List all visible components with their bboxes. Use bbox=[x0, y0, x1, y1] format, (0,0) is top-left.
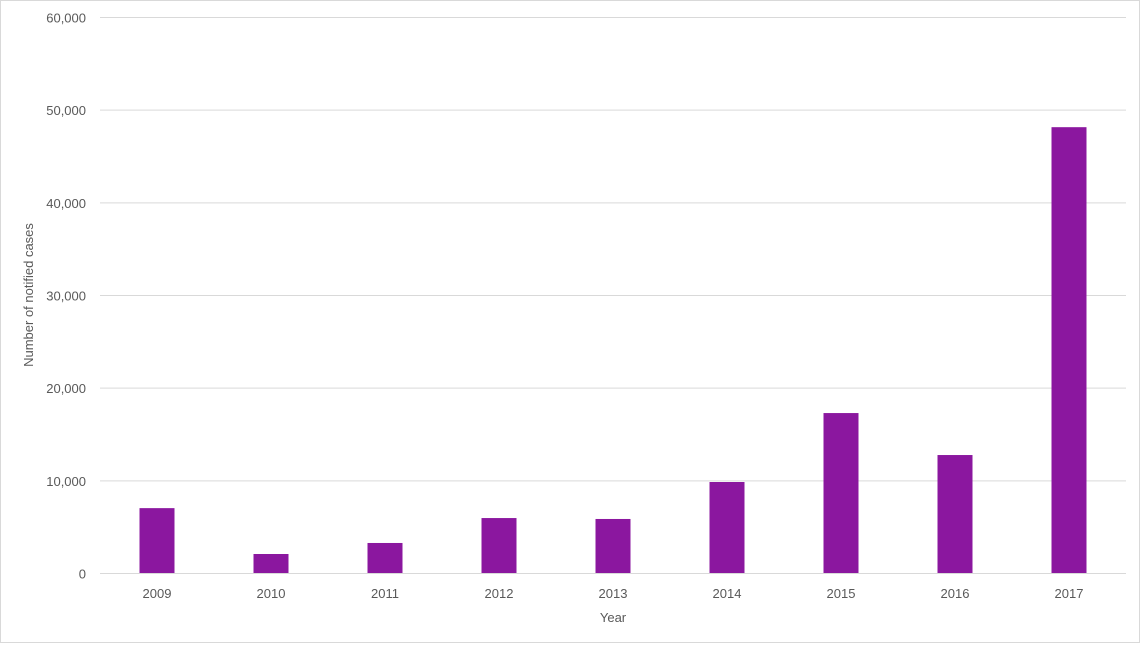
x-tick-label: 2014 bbox=[713, 586, 742, 601]
y-axis-ticks: 0 10,000 20,000 30,000 40,000 50,000 60,000 bbox=[46, 11, 86, 582]
y-tick-label: 30,000 bbox=[46, 289, 86, 304]
x-axis-ticks: 2009 2010 2011 2012 2013 2014 2015 2016 2017 bbox=[143, 586, 1084, 601]
bar-2010 bbox=[253, 554, 289, 573]
bar-2015 bbox=[823, 413, 859, 573]
gridlines bbox=[100, 17, 1126, 574]
y-tick-label: 60,000 bbox=[46, 11, 86, 26]
y-tick-label: 50,000 bbox=[46, 103, 86, 118]
bars bbox=[139, 127, 1087, 573]
bar-2009 bbox=[139, 508, 175, 573]
x-tick-label: 2017 bbox=[1055, 586, 1084, 601]
y-tick-label: 10,000 bbox=[46, 474, 86, 489]
x-tick-label: 2012 bbox=[485, 586, 514, 601]
x-tick-label: 2011 bbox=[371, 586, 399, 601]
y-tick-label: 0 bbox=[79, 567, 86, 582]
x-axis-label: Year bbox=[600, 610, 627, 625]
bar-2012 bbox=[481, 518, 517, 573]
bar-2011 bbox=[367, 542, 403, 573]
x-tick-label: 2009 bbox=[143, 586, 172, 601]
x-tick-label: 2016 bbox=[941, 586, 970, 601]
bar-2013 bbox=[595, 518, 631, 573]
x-tick-label: 2010 bbox=[257, 586, 286, 601]
bar-2016 bbox=[937, 455, 973, 573]
x-tick-label: 2015 bbox=[827, 586, 856, 601]
y-axis-label: Number of notified cases bbox=[21, 223, 36, 367]
y-tick-label: 20,000 bbox=[46, 381, 86, 396]
x-tick-label: 2013 bbox=[599, 586, 628, 601]
y-tick-label: 40,000 bbox=[46, 196, 86, 211]
bar-2017 bbox=[1051, 127, 1087, 573]
bar-2014 bbox=[709, 482, 745, 573]
